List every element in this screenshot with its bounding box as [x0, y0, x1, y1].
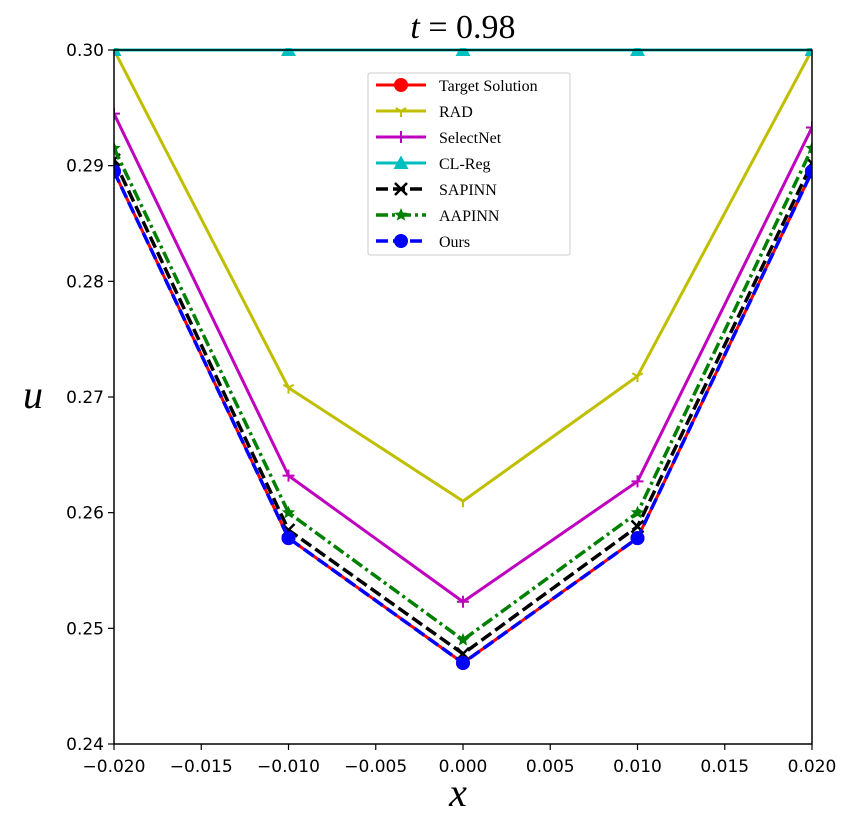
- legend-label: SelectNet: [439, 130, 502, 147]
- legend-entry: SelectNet: [376, 130, 502, 147]
- x-tick-label: −0.020: [83, 757, 146, 777]
- legend-marker: [394, 208, 408, 221]
- legend-label: Ours: [439, 234, 470, 251]
- x-tick-label: 0.015: [700, 757, 749, 777]
- legend-label: CL-Reg: [439, 156, 491, 173]
- series-selectnet: [114, 107, 812, 608]
- legend-marker: [393, 155, 409, 169]
- data-point: [631, 372, 644, 383]
- y-tick-label: 0.26: [66, 504, 104, 524]
- data-point: [456, 632, 470, 646]
- x-tick-label: −0.010: [257, 757, 320, 777]
- legend-label: Target Solution: [439, 78, 538, 95]
- y-tick-label: 0.24: [66, 735, 104, 755]
- data-point: [114, 164, 121, 179]
- series-line: [114, 147, 812, 642]
- legend-entry: RAD: [376, 104, 473, 121]
- legend-marker: [394, 182, 408, 196]
- data-point: [805, 164, 812, 179]
- legend-box: [367, 72, 571, 256]
- data-point: [281, 505, 296, 519]
- data-point: [114, 107, 120, 120]
- series-aapinn: [114, 141, 812, 646]
- y-tick-label: 0.25: [66, 619, 104, 639]
- legend: Target Solution RAD SelectNet CL-Reg SAPINN A…: [367, 72, 571, 256]
- x-tick-label: 0.000: [439, 757, 488, 777]
- data-point: [630, 505, 645, 519]
- legend-entry: CL-Reg: [376, 155, 491, 173]
- data-point: [630, 531, 645, 546]
- data-point: [456, 656, 470, 671]
- y-axis: 0.24 0.25 0.26 0.27 0.28 0.29 0.30: [66, 41, 114, 755]
- legend-entry: Ours: [376, 234, 470, 251]
- legend-entry: SAPINN: [376, 182, 497, 199]
- legend-label: RAD: [439, 104, 473, 121]
- y-tick-label: 0.29: [66, 157, 104, 177]
- data-point: [281, 531, 296, 546]
- data-point: [457, 497, 469, 508]
- data-point: [114, 141, 121, 154]
- x-tick-label: −0.015: [170, 757, 233, 777]
- data-point: [282, 383, 295, 394]
- legend-entry: Target Solution: [376, 78, 538, 95]
- series-ours: [114, 164, 812, 671]
- legend-label: AAPINN: [439, 208, 500, 225]
- chart-title: t = 0.98: [410, 9, 515, 46]
- legend-marker: [394, 234, 408, 248]
- y-axis-label: u: [23, 372, 43, 417]
- legend-marker: [395, 131, 407, 143]
- data-point: [457, 595, 469, 608]
- legend-entry: AAPINN: [376, 208, 500, 225]
- x-tick-label: 0.010: [613, 757, 662, 777]
- data-point: [805, 141, 812, 154]
- x-tick-label: −0.005: [344, 757, 407, 777]
- data-point: [282, 469, 295, 482]
- y-tick-label: 0.30: [66, 41, 104, 61]
- y-tick-label: 0.28: [66, 272, 104, 292]
- x-tick-label: 0.005: [526, 757, 575, 777]
- legend-label: SAPINN: [439, 182, 497, 199]
- data-point: [631, 475, 644, 488]
- legend-marker: [394, 78, 408, 92]
- x-axis: −0.020 −0.015 −0.010 −0.005 0.000 0.005 0.010 0…: [83, 744, 837, 777]
- y-tick-label: 0.27: [66, 388, 104, 408]
- legend-marker: [395, 107, 407, 117]
- x-tick-label: 0.020: [788, 757, 837, 777]
- x-axis-label: x: [448, 770, 467, 815]
- data-point: [806, 121, 812, 134]
